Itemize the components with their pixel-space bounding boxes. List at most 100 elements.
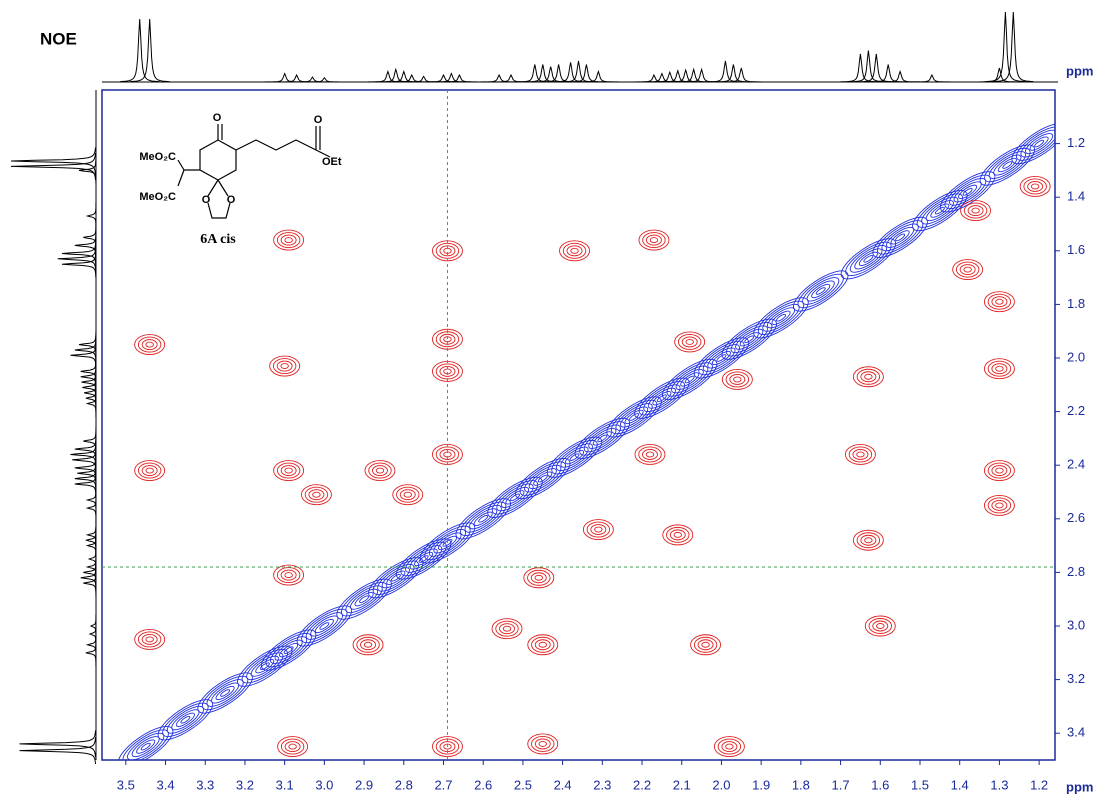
contour-level <box>390 573 401 582</box>
x-tick-label: 3.3 <box>196 777 214 792</box>
caption: 6A cis <box>200 232 236 247</box>
contour-level <box>276 462 301 479</box>
contour-level <box>395 538 452 580</box>
contour-level <box>145 467 154 474</box>
cross-peak <box>1019 176 1051 197</box>
contour-level <box>849 244 887 273</box>
contour-level <box>988 151 1026 179</box>
contour-level <box>729 373 746 385</box>
contour-level <box>360 639 376 651</box>
top-axis-label: ppm <box>1066 63 1093 78</box>
contour-level <box>693 636 718 653</box>
cross-peak <box>527 634 559 656</box>
contour-level <box>496 483 534 512</box>
left-projection-peak <box>70 441 97 468</box>
cross-peak <box>392 484 424 506</box>
contour-level <box>566 245 583 257</box>
contour-level <box>340 582 388 617</box>
contour-level <box>592 431 612 446</box>
contour-level <box>237 645 293 687</box>
contour-level <box>806 280 835 302</box>
diagonal-peak <box>606 396 662 438</box>
contour-level <box>280 465 297 477</box>
contour-level <box>259 662 270 670</box>
contour-level <box>852 366 884 388</box>
contour-level <box>145 341 154 348</box>
contour-level <box>1027 181 1044 192</box>
contour-level <box>530 572 547 584</box>
contour-level <box>854 248 883 270</box>
contour-level <box>615 403 653 431</box>
contour-level <box>863 255 874 263</box>
contour-level <box>753 297 809 339</box>
cross-peak <box>269 355 301 377</box>
contour-level <box>386 570 406 585</box>
contour-level <box>717 738 742 755</box>
contour-level <box>983 358 1015 380</box>
left-projection-peak <box>19 737 96 764</box>
diagonal-peak <box>574 417 631 459</box>
contour-level <box>987 293 1012 310</box>
cross-peak <box>983 494 1015 516</box>
contour-level <box>312 491 321 498</box>
contour-level <box>629 413 640 421</box>
contour-level <box>876 623 885 629</box>
contour-level <box>220 689 231 697</box>
top-projection-peak <box>304 77 345 83</box>
left-projection-peak <box>78 331 97 358</box>
top-projection-peak <box>423 73 464 83</box>
contour-level <box>1034 139 1045 148</box>
contour-level <box>145 636 154 643</box>
contour-level <box>638 446 662 463</box>
top-projection-peak <box>558 60 599 83</box>
contour-level <box>590 524 607 535</box>
y-tick-label: 3.4 <box>1067 725 1085 740</box>
contour-level <box>301 608 348 644</box>
x-tick-label: 2.1 <box>673 777 691 792</box>
contour-level <box>848 446 873 463</box>
contour-level <box>531 735 555 752</box>
x-tick-label: 2.5 <box>514 777 532 792</box>
top-projection-peak <box>292 76 333 83</box>
contour-level <box>662 524 694 546</box>
contour-level <box>460 501 507 536</box>
x-tick-label: 1.3 <box>990 777 1008 792</box>
y-tick-label: 2.0 <box>1067 349 1085 364</box>
contour-level <box>958 184 978 199</box>
contour-level <box>524 464 562 493</box>
contour-level <box>272 358 297 374</box>
contour-level <box>405 545 443 573</box>
contour-level <box>594 526 603 533</box>
contour-level <box>582 519 614 540</box>
contour-level <box>537 474 548 483</box>
contour-level <box>432 240 463 262</box>
contour-level <box>995 365 1004 372</box>
contour-level <box>201 675 249 711</box>
cross-peak <box>300 484 332 506</box>
contour-level <box>597 434 608 443</box>
contour-level <box>523 567 555 589</box>
contour-level <box>995 502 1004 509</box>
contour-level <box>864 615 896 637</box>
contour-level <box>971 207 980 214</box>
contour-level <box>396 486 420 503</box>
contour-level <box>442 539 453 547</box>
contour-level <box>955 261 980 278</box>
y-tick-label: 3.2 <box>1067 671 1085 686</box>
y-tick-label: 1.2 <box>1067 135 1085 150</box>
contour-level <box>122 729 169 760</box>
contour-level <box>642 232 666 249</box>
left-projection-peak <box>81 368 97 396</box>
contour-level <box>134 460 166 482</box>
top-projection-peak <box>848 50 889 83</box>
contour-level <box>538 641 547 648</box>
contour-level <box>993 154 1022 176</box>
contour-level <box>698 340 745 376</box>
contour-level <box>673 531 682 538</box>
top-projection-peak <box>550 62 591 83</box>
contour-level <box>744 335 755 344</box>
y-tick-label: 2.4 <box>1067 457 1085 472</box>
contour-level <box>671 365 709 394</box>
cross-peak <box>134 460 166 482</box>
